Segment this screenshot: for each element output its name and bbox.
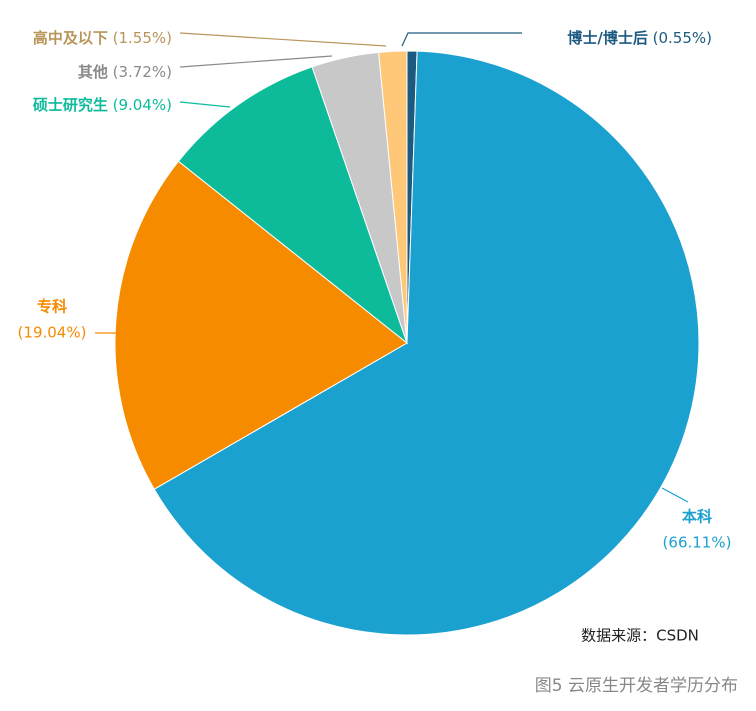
caption: 图5 云原生开发者学历分布 (535, 676, 738, 696)
slice-label-value: (0.55%) (653, 29, 712, 47)
source-note: 数据来源：CSDN (581, 627, 699, 645)
leader-line (179, 32, 387, 47)
slice-label: 博士/博士后 (0.55%) (567, 29, 712, 47)
pie-slice (177, 66, 409, 345)
pie-slice (114, 160, 408, 490)
slice-label-name: 本科 (682, 508, 712, 526)
leader-line (661, 487, 689, 503)
slice-label-name: 硕士研究生 (33, 96, 108, 114)
slice-label-value: (1.55%) (113, 29, 172, 47)
slice-label-name: 高中及以下 (33, 29, 108, 47)
leader-line (179, 101, 231, 108)
leader-line (179, 55, 333, 68)
pie-slice (378, 50, 408, 344)
slice-label: 其他 (3.72%) (78, 63, 172, 81)
slice-label: 高中及以下 (1.55%) (33, 29, 172, 47)
slice-label-name: 博士/博士后 (567, 29, 647, 47)
slice-label-value: (66.11%) (663, 534, 732, 552)
slice-label-value: (19.04%) (18, 324, 87, 342)
slice-label-name: 专科 (37, 298, 67, 316)
leader-line (401, 32, 522, 47)
pie-slice (153, 50, 700, 636)
slice-label-value: (9.04%) (113, 96, 172, 114)
slice-label-name: 其他 (78, 63, 108, 81)
slice-label: 硕士研究生 (9.04%) (33, 96, 172, 114)
slice-label-value: (3.72%) (113, 63, 172, 81)
